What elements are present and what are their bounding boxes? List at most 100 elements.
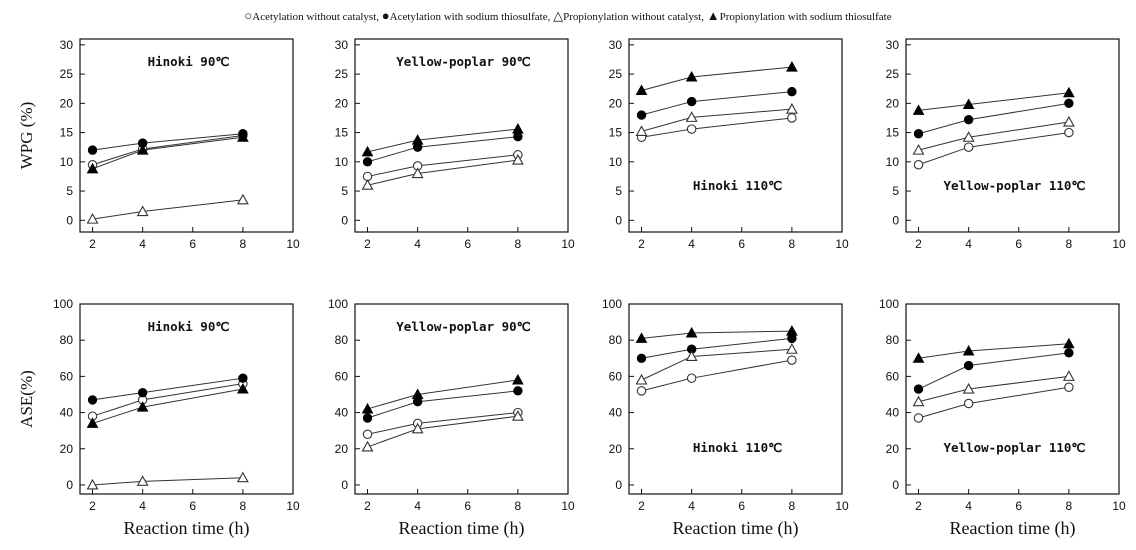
data-point [86,478,99,490]
y-tick-label: 25 [886,67,900,81]
data-point [86,162,99,174]
data-point [513,386,523,396]
y-tick-label: 80 [335,333,349,347]
y-tick-label: 0 [341,478,348,492]
y-tick-label: 20 [609,442,623,456]
chart-panel: 0 20 40 60 80 100 2 4 6 8 10 Yellow-poplar 90℃ React… [328,297,575,539]
data-point [236,193,249,205]
data-point [787,113,797,123]
x-tick-label: 6 [189,237,196,251]
series-line [92,133,243,151]
data-point [236,471,249,483]
x-tick-label: 8 [1066,237,1073,251]
series-line [367,412,518,435]
y-tick-label: 60 [335,369,349,383]
series-line [641,117,792,138]
series-line [92,136,243,170]
data-point [87,395,98,405]
x-tick-label: 10 [286,499,300,513]
data-point [513,131,523,142]
data-point [635,84,648,95]
x-tick-label: 6 [738,237,745,251]
x-tick-label: 6 [1015,237,1022,251]
data-point [361,179,374,190]
x-tick-label: 4 [688,237,695,251]
panel-title: Hinoki 110℃ [693,178,782,193]
panel-title: Yellow-poplar 90℃ [396,319,530,334]
y-tick-label: 5 [892,184,899,198]
data-point [1062,115,1075,127]
x-tick-label: 4 [965,499,972,513]
data-point [237,131,249,142]
y-tick-label: 20 [886,96,900,110]
x-tick-label: 10 [1112,237,1126,251]
data-point [512,373,524,385]
y-tick-label: 10 [609,155,623,169]
x-tick-label: 8 [515,237,522,251]
plot-frame [354,38,569,233]
x-tick-label: 6 [464,237,471,251]
x-axis-label: Reaction time (h) [950,518,1076,539]
y-tick-label: 0 [66,478,73,492]
panel-title: Hinoki 90℃ [148,319,230,334]
data-point [511,410,524,421]
data-point [963,142,974,152]
y-tick-label: 20 [335,442,349,456]
data-point [512,123,524,134]
data-point [786,325,798,336]
y-tick-label: 100 [879,297,899,311]
data-point [411,422,424,434]
y-tick-label: 10 [335,155,349,169]
open-circle-icon: ○ [244,8,253,23]
data-point [635,332,648,343]
data-point [86,417,99,428]
y-tick-label: 100 [328,297,348,311]
x-tick-label: 10 [835,237,849,251]
x-tick-label: 8 [789,237,796,251]
chart-panel: 0 20 40 60 80 100 2 4 6 8 10 Yellow-poplar 110℃ Reac… [879,297,1126,539]
data-point [685,326,698,338]
y-tick-label: 40 [335,406,349,420]
y-tick-label: 5 [615,184,622,198]
x-tick-label: 10 [286,237,300,251]
data-point [87,145,98,155]
y-tick-label: 30 [60,38,74,52]
y-tick-label: 30 [886,38,900,52]
y-tick-label: 5 [341,184,348,198]
series-line [367,379,518,410]
data-point [787,355,797,365]
data-point [913,159,924,170]
chart-panel: 0 5 10 15 20 25 30 2 4 6 8 10 Yellow-poplar 110℃ [886,38,1126,251]
y-tick-label: 40 [609,406,623,420]
y-tick-label: 80 [886,333,900,347]
y-tick-label: 60 [886,369,900,383]
data-point [912,352,925,363]
x-tick-label: 6 [189,499,196,513]
series-line [918,132,1069,166]
y-tick-label: 20 [60,442,74,456]
x-tick-label: 4 [139,499,146,513]
x-tick-label: 8 [1066,499,1073,513]
y-tick-label: 40 [886,406,900,420]
data-point [1062,370,1075,381]
x-tick-label: 8 [240,237,247,251]
data-point [362,413,373,423]
data-point [411,388,424,399]
x-tick-label: 2 [915,499,922,513]
y-tick-label: 20 [886,442,900,456]
x-tick-label: 4 [414,237,421,251]
series-line [918,375,1069,403]
chart-panel: 0 5 10 15 20 25 30 2 4 6 8 10 Yellow-poplar 90℃ [335,38,575,251]
data-point [136,205,149,217]
data-point [361,402,374,414]
data-point [361,440,374,452]
data-point [685,70,698,82]
plot-frame [354,303,569,495]
data-point [511,153,524,165]
y-tick-label: 15 [886,126,900,140]
plot-frame [628,38,843,233]
panel-title: Yellow-poplar 110℃ [944,440,1086,455]
data-point [136,475,149,486]
x-tick-label: 4 [688,499,695,513]
data-point [912,143,925,155]
